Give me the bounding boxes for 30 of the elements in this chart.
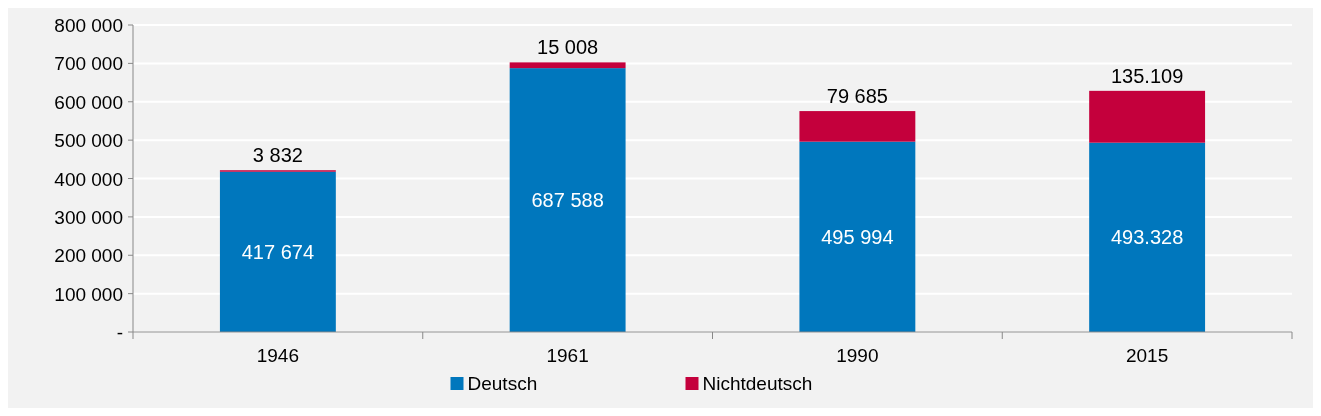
y-tick-label: -	[116, 322, 123, 343]
bar	[1089, 90, 1206, 143]
y-tick-label: 300 000	[54, 206, 123, 228]
bar	[799, 141, 916, 332]
x-tick-label: 2015	[1125, 345, 1169, 366]
y-tick-label: 400 000	[54, 168, 123, 190]
legend-label: Nichtdeutsch	[702, 373, 813, 394]
data-label: 687 588	[531, 189, 604, 212]
bar	[219, 171, 336, 332]
bar	[509, 68, 626, 332]
bar	[799, 111, 916, 142]
y-tick-label: 600 000	[54, 91, 123, 113]
bar	[509, 62, 626, 69]
data-label: 3 832	[252, 144, 303, 167]
data-label: 493.328	[1110, 226, 1184, 249]
data-label: 79 685	[826, 85, 888, 108]
x-tick-label: 1946	[256, 345, 300, 366]
data-label: 495 994	[821, 225, 894, 248]
y-tick-label: 100 000	[54, 283, 123, 305]
y-tick-label: 200 000	[54, 245, 123, 267]
y-tick-label: 700 000	[54, 53, 123, 75]
legend-label: Deutsch	[467, 373, 538, 394]
y-tick-label: 500 000	[54, 130, 123, 152]
data-label: 15 008	[537, 36, 599, 59]
y-tick-label: 800 000	[54, 15, 123, 36]
x-tick-label: 1961	[546, 345, 589, 366]
x-tick-label: 1990	[836, 345, 879, 366]
data-label: 417 674	[241, 240, 315, 263]
data-label: 135.109	[1110, 64, 1184, 87]
bar	[1089, 142, 1206, 332]
